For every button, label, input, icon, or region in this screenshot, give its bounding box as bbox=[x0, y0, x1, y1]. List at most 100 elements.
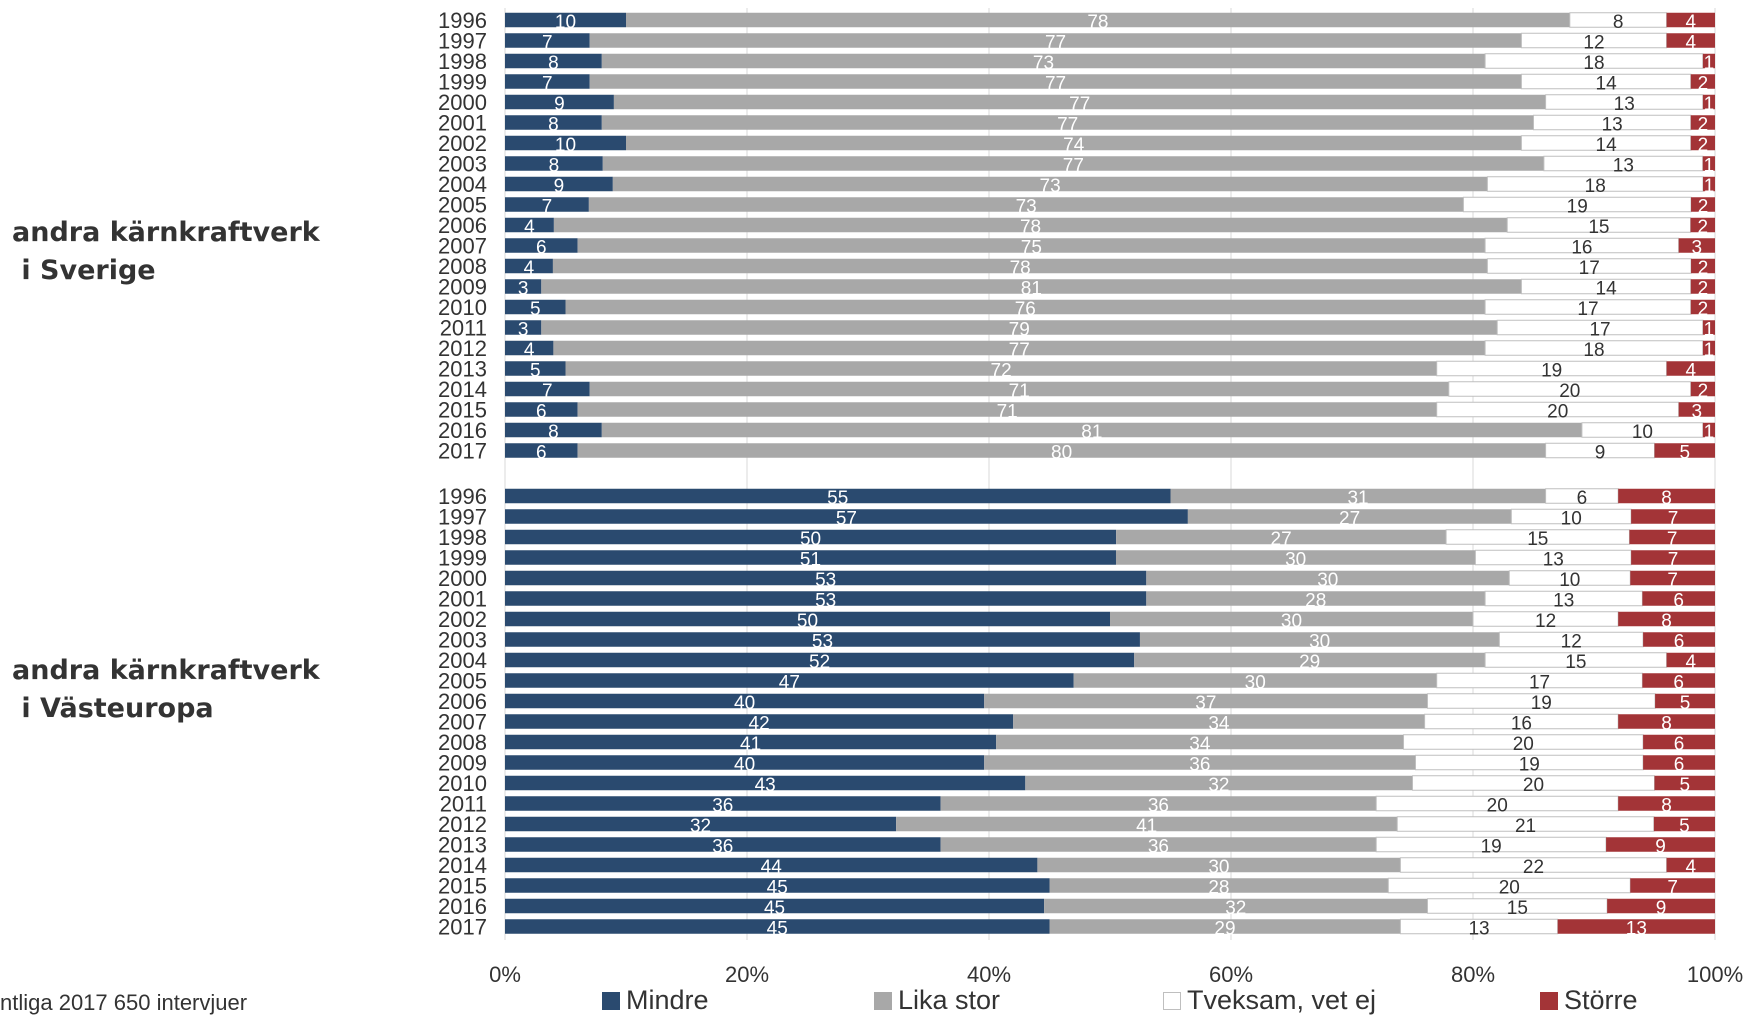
data-label: 19 bbox=[1519, 755, 1540, 776]
bar-segment-större bbox=[1690, 217, 1715, 233]
year-label: 2000 bbox=[438, 90, 487, 115]
bar-segment-större bbox=[1678, 402, 1715, 417]
bar-segment-mindre bbox=[505, 591, 1147, 606]
data-label: 20 bbox=[1499, 878, 1520, 899]
bar-segment-lika-stor bbox=[1049, 919, 1401, 934]
bar-segment-lika-stor bbox=[565, 361, 1437, 376]
data-label: 14 bbox=[1596, 279, 1618, 300]
data-label: 36 bbox=[712, 837, 733, 858]
bar-segment-lika-stor bbox=[601, 53, 1486, 69]
data-label: 32 bbox=[690, 816, 711, 837]
data-label: 9 bbox=[1655, 837, 1666, 858]
bar-segment-lika-stor bbox=[1037, 857, 1401, 873]
data-label: 18 bbox=[1585, 176, 1606, 197]
bar-segment-lika-stor bbox=[1146, 591, 1486, 606]
bar-segment-mindre bbox=[505, 816, 897, 832]
bar-segment-mindre bbox=[505, 632, 1140, 647]
year-label: 1996 bbox=[438, 8, 487, 33]
bar-segment-mindre bbox=[505, 837, 941, 852]
data-label: 17 bbox=[1577, 299, 1598, 320]
data-label: 53 bbox=[812, 632, 833, 653]
year-label: 1999 bbox=[438, 546, 487, 571]
year-label: 2016 bbox=[438, 418, 487, 443]
data-label: 6 bbox=[1674, 632, 1685, 653]
data-label: 15 bbox=[1588, 217, 1609, 238]
bar-segment-större bbox=[1606, 837, 1715, 852]
bar-segment-större bbox=[1666, 12, 1715, 28]
data-label: 2 bbox=[1698, 74, 1709, 95]
bar-segment-större bbox=[1618, 796, 1715, 811]
data-label: 7 bbox=[1667, 529, 1678, 550]
bar-segment-lika-stor bbox=[588, 197, 1464, 212]
year-label: 2011 bbox=[440, 316, 487, 341]
data-label: 7 bbox=[542, 381, 553, 402]
year-label: 2001 bbox=[438, 111, 487, 136]
bar-segment-lika-stor bbox=[1146, 570, 1510, 586]
data-label: 2 bbox=[1698, 279, 1709, 300]
data-label: 5 bbox=[1679, 775, 1690, 796]
data-label: 77 bbox=[1063, 156, 1084, 177]
data-label: 18 bbox=[1583, 340, 1604, 361]
bar-segment-mindre bbox=[505, 775, 1026, 791]
data-label: 2 bbox=[1698, 299, 1709, 320]
data-label: 12 bbox=[1561, 632, 1582, 653]
year-label: 2016 bbox=[438, 894, 487, 919]
year-label: 2007 bbox=[438, 710, 487, 735]
bar-segment-tveksam-vet-ej bbox=[1484, 299, 1692, 315]
bar-segment-lika-stor bbox=[577, 402, 1437, 417]
year-label: 1996 bbox=[438, 484, 487, 509]
data-label: 2 bbox=[1698, 258, 1709, 279]
x-tick-label: 60% bbox=[1209, 962, 1253, 987]
bar-segment-lika-stor bbox=[552, 258, 1488, 274]
year-label: 2011 bbox=[440, 792, 487, 817]
data-label: 4 bbox=[1686, 33, 1697, 54]
bar-segment-större bbox=[1702, 94, 1715, 110]
bar-segment-lika-stor bbox=[626, 135, 1522, 151]
data-label: 43 bbox=[755, 775, 776, 796]
bar-segment-mindre bbox=[505, 381, 590, 397]
data-label: 3 bbox=[518, 320, 529, 341]
data-label: 74 bbox=[1063, 135, 1085, 156]
data-label: 2 bbox=[1698, 115, 1709, 136]
bar-segment-större bbox=[1666, 857, 1715, 873]
bar-segment-tveksam-vet-ej bbox=[1436, 672, 1643, 689]
bar-segment-mindre bbox=[505, 878, 1050, 893]
bar-segment-lika-stor bbox=[602, 156, 1544, 171]
data-label: 18 bbox=[1583, 53, 1604, 74]
data-label: 32 bbox=[1225, 898, 1246, 919]
year-label: 1999 bbox=[438, 70, 487, 95]
legend-label: Lika stor bbox=[898, 985, 1001, 1015]
bar-segment-större bbox=[1630, 570, 1715, 586]
bar-segment-lika-stor bbox=[896, 816, 1398, 832]
data-label: 79 bbox=[1009, 320, 1030, 341]
x-axis-ticks: 0% 20% 40% 60% 80% 100% bbox=[489, 962, 1743, 987]
year-label: 2002 bbox=[438, 131, 487, 156]
data-label: 75 bbox=[1021, 238, 1042, 259]
legend-item: Lika stor bbox=[874, 985, 1000, 1016]
bar-segment-mindre bbox=[505, 673, 1074, 688]
data-label: 1 bbox=[1704, 94, 1715, 115]
data-label: 8 bbox=[549, 156, 560, 177]
data-label: 57 bbox=[836, 509, 857, 530]
data-label: 9 bbox=[1656, 898, 1667, 919]
data-label: 80 bbox=[1051, 443, 1072, 464]
bar-segment-mindre bbox=[505, 919, 1050, 934]
bar-segment-större bbox=[1702, 320, 1715, 335]
year-label: 2005 bbox=[438, 669, 487, 694]
legend-swatch bbox=[874, 991, 892, 1010]
bar-segment-större bbox=[1690, 135, 1715, 151]
bar-segment-lika-stor bbox=[1170, 488, 1546, 504]
data-label: 44 bbox=[761, 857, 783, 878]
data-label: 16 bbox=[1511, 714, 1532, 735]
data-label: 12 bbox=[1583, 33, 1604, 54]
legend-item: Större bbox=[1540, 985, 1638, 1016]
bar-segment-större bbox=[1557, 919, 1715, 934]
bar-segment-mindre bbox=[505, 12, 626, 28]
bar-segment-mindre bbox=[505, 611, 1110, 627]
data-label: 9 bbox=[554, 94, 565, 115]
bar-segment-större bbox=[1691, 258, 1715, 274]
data-label: 9 bbox=[1595, 443, 1606, 464]
data-label: 4 bbox=[524, 258, 535, 279]
year-label: 1998 bbox=[438, 49, 487, 74]
bar-segment-lika-stor bbox=[601, 115, 1534, 130]
